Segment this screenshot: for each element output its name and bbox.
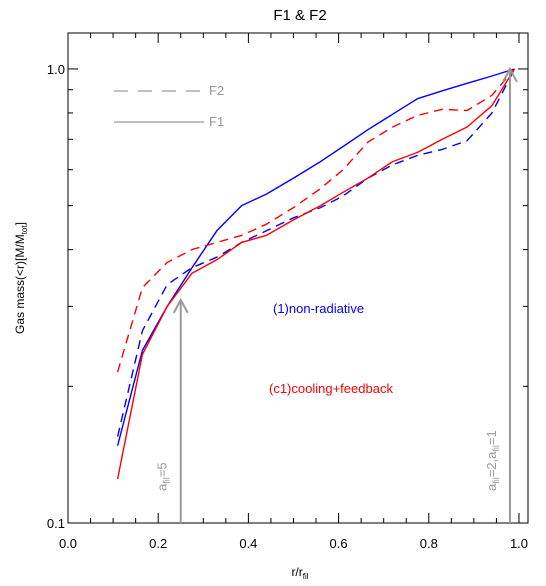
axis-tick-labels: 0.0 0.2 0.4 0.6 0.8 1.0 0.1 1.0	[47, 62, 528, 551]
y-tick-label: 1.0	[47, 62, 65, 77]
series-line-blue-f2	[116, 68, 516, 437]
arrow-label: afil=2,afil=1	[484, 430, 501, 491]
arrows-layer: afil=5 afil=2,afil=1	[155, 66, 518, 523]
x-tick-label: 0.8	[420, 536, 438, 551]
annotation-label: (1)non-radiative	[273, 301, 364, 316]
annotation-label: (c1)cooling+feedback	[269, 381, 393, 396]
chart-title: F1 & F2	[273, 7, 326, 24]
plot-frame	[67, 32, 529, 524]
series-line-red-f1	[116, 68, 516, 480]
x-tick-label: 0.4	[239, 536, 257, 551]
series-line-blue-f1	[116, 68, 515, 446]
axis-ticks	[67, 33, 528, 524]
x-axis-title: r/rfil	[291, 565, 308, 581]
legend-label-f1: F1	[209, 114, 224, 129]
y-axis-title: Gas mass(<r)[M/Mtot]	[13, 222, 29, 334]
legend: F2 F1	[114, 83, 224, 129]
y-tick-label: 0.1	[47, 516, 65, 531]
x-tick-label: 0.2	[149, 536, 167, 551]
annotations: (1)non-radiative (c1)cooling+feedback	[269, 301, 393, 396]
arrow-head	[502, 66, 518, 83]
series-line-red-f2	[116, 68, 516, 373]
series-layer	[116, 68, 516, 480]
x-tick-label: 0.6	[330, 536, 348, 551]
arrow-label: afil=5	[155, 462, 172, 491]
arrow-head	[172, 297, 189, 314]
legend-label-f2: F2	[209, 83, 224, 98]
x-tick-label: 0.0	[59, 536, 77, 551]
x-tick-label: 1.0	[510, 536, 528, 551]
